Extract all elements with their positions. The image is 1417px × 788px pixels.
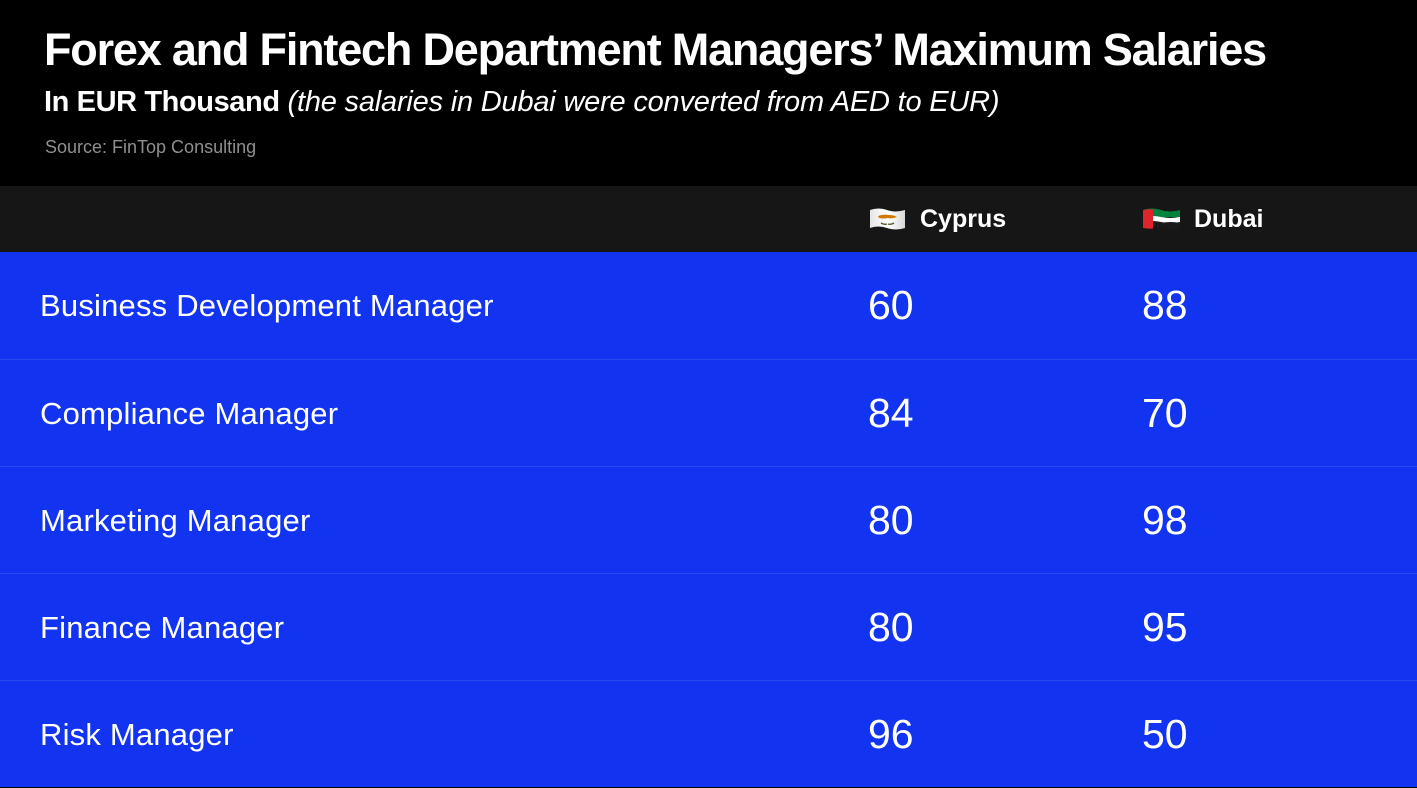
- row-label: Risk Manager: [40, 716, 234, 752]
- row-label: Business Development Manager: [40, 287, 494, 323]
- cyprus-value: 80: [868, 604, 914, 650]
- column-label-cyprus: Cyprus: [920, 204, 1007, 233]
- dubai-value: 50: [1142, 711, 1188, 757]
- table-row: Compliance Manager 84 70: [0, 359, 1417, 466]
- dubai-value: 98: [1142, 497, 1188, 543]
- dubai-value: 95: [1142, 604, 1188, 650]
- cyprus-value: 96: [868, 711, 914, 757]
- chart-title: Forex and Fintech Department Managers’ M…: [44, 24, 1267, 75]
- cyprus-value: 80: [868, 497, 914, 543]
- chart-header: Forex and Fintech Department Managers’ M…: [0, 0, 1417, 186]
- unit-label: In EUR Thousand: [44, 86, 280, 118]
- row-label: Finance Manager: [40, 609, 285, 645]
- table-row: Risk Manager 96 50: [0, 680, 1417, 787]
- table-row: Marketing Manager 80 98: [0, 466, 1417, 573]
- column-header-dubai: Dubai: [1143, 186, 1263, 252]
- column-label-dubai: Dubai: [1194, 204, 1264, 233]
- conversion-note: (the salaries in Dubai were converted fr…: [279, 86, 1000, 118]
- source-credit: Source: FinTop Consulting: [45, 137, 257, 157]
- cyprus-value: 60: [868, 282, 914, 328]
- uae-flag-icon: [1143, 207, 1180, 231]
- cyprus-flag-icon: [869, 207, 906, 231]
- table-row: Finance Manager 80 95: [0, 573, 1417, 680]
- dubai-value: 70: [1142, 390, 1188, 436]
- cyprus-value: 84: [868, 390, 914, 436]
- column-header-cyprus: Cyprus: [869, 186, 1006, 252]
- row-label: Compliance Manager: [40, 395, 339, 431]
- row-label: Marketing Manager: [40, 502, 311, 538]
- salary-table: Business Development Manager 60 88 Compl…: [0, 252, 1417, 787]
- chart-subtitle: In EUR Thousand (the salaries in Dubai w…: [44, 84, 1000, 120]
- dubai-value: 88: [1142, 282, 1188, 328]
- column-header-bar: Cyprus Dubai: [0, 186, 1417, 252]
- table-row: Business Development Manager 60 88: [0, 252, 1417, 359]
